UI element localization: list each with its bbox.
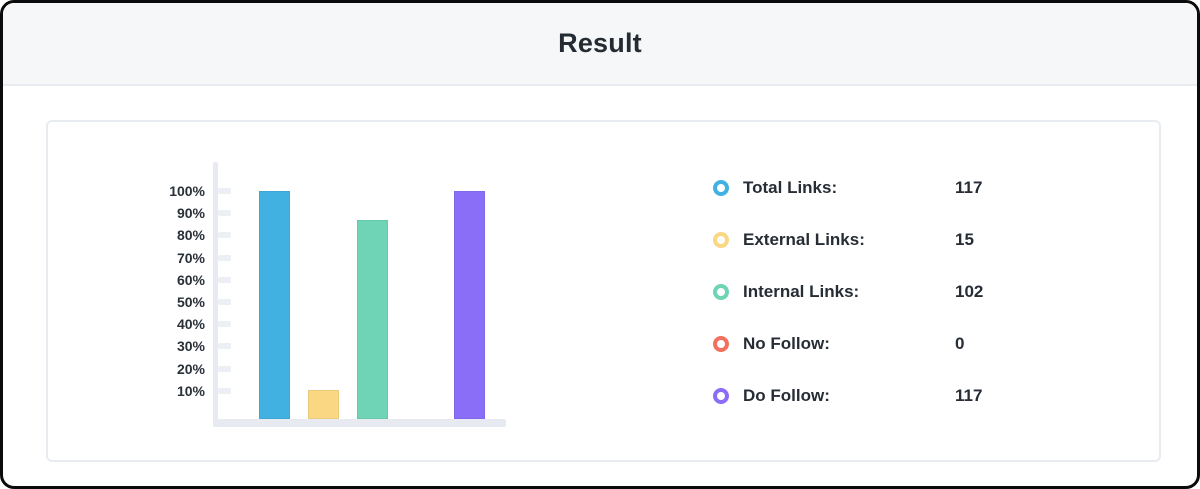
y-axis-tick (218, 365, 231, 372)
y-axis-tick-label: 50% (176, 294, 205, 310)
legend-value: 102 (955, 282, 984, 301)
legend-value: 15 (955, 230, 974, 249)
y-axis-tick-label: 80% (176, 227, 205, 244)
legend-item-external-links: External Links: 15 (713, 228, 983, 252)
y-axis-tick-label: 30% (176, 338, 205, 355)
y-axis-tick (218, 387, 231, 394)
y-axis-line (213, 162, 218, 427)
y-axis-tick (218, 232, 231, 239)
legend-label: External Links: (743, 230, 865, 249)
page-title: Result (558, 28, 642, 58)
legend-item-internal-links: Internal Links: 102 (713, 280, 983, 304)
result-header: Result (3, 3, 1197, 86)
legend-item-total-links: Total Links: 117 (713, 176, 983, 200)
y-axis-tick (218, 254, 231, 261)
legend-label: No Follow: (743, 334, 830, 353)
external-links-icon (713, 232, 729, 248)
chart-legend: Total Links: 117 External Links: 15 Internal… (713, 176, 983, 436)
legend-value: 117 (955, 386, 983, 405)
result-card: 100% 90% 80% 70% 60% 50% 40% 30% 20% 10% Total Li… (46, 120, 1161, 462)
y-axis-tick-label: 60% (176, 271, 205, 288)
y-axis-tick-label: 40% (176, 316, 205, 333)
y-axis-tick-label: 70% (176, 249, 205, 266)
y-axis-tick-label: 100% (169, 183, 205, 199)
y-axis-tick-label: 20% (176, 360, 205, 377)
bar-internal-links[interactable] (356, 220, 388, 419)
y-axis-tick-label: 90% (176, 205, 205, 222)
legend-item-do-follow: Do Follow: 117 (713, 384, 983, 408)
y-axis-tick (218, 188, 231, 194)
bar-do-follow[interactable] (454, 191, 485, 419)
legend-label: Do Follow: (743, 386, 830, 405)
no-follow-icon (713, 336, 729, 352)
y-axis-tick (218, 299, 231, 305)
legend-value: 0 (955, 334, 965, 353)
y-axis-tick (218, 276, 231, 283)
legend-item-no-follow: No Follow: 0 (713, 332, 983, 356)
y-axis-tick (218, 343, 231, 350)
do-follow-icon (713, 388, 729, 404)
total-links-icon (713, 180, 729, 196)
y-axis-tick (218, 210, 231, 217)
legend-label: Internal Links: (743, 282, 860, 301)
legend-label: Total Links: (743, 178, 838, 197)
y-axis-tick-label: 10% (176, 382, 205, 399)
x-axis-line (213, 419, 506, 427)
y-axis-tick (218, 321, 231, 328)
bar-external-links[interactable] (307, 389, 339, 419)
links-bar-chart[interactable]: 100% 90% 80% 70% 60% 50% 40% 30% 20% 10% (169, 162, 506, 427)
legend-value: 117 (955, 178, 983, 197)
bar-total-links[interactable] (259, 191, 290, 419)
internal-links-icon (713, 284, 729, 300)
